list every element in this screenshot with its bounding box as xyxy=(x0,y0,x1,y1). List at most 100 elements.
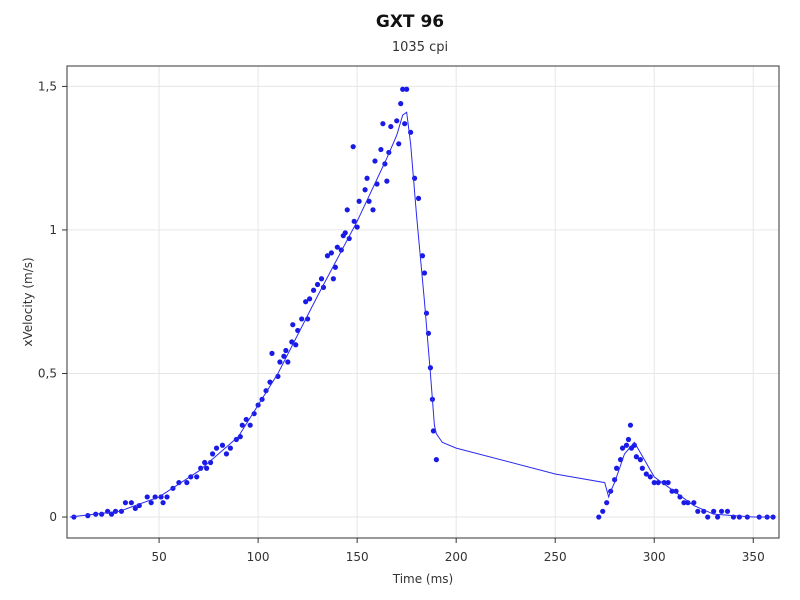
x-tick-label: 250 xyxy=(544,550,567,564)
point xyxy=(310,287,317,293)
point xyxy=(415,195,422,201)
point xyxy=(380,121,386,127)
y-tick-label: 0,5 xyxy=(38,366,57,380)
point xyxy=(176,479,182,486)
point xyxy=(718,508,725,514)
point xyxy=(334,244,340,250)
point xyxy=(705,514,711,520)
point xyxy=(132,505,138,512)
point xyxy=(430,428,436,434)
point xyxy=(647,474,653,480)
point xyxy=(677,494,683,500)
point xyxy=(219,442,226,448)
point xyxy=(350,144,356,150)
point xyxy=(711,508,717,514)
point xyxy=(332,264,338,270)
point xyxy=(324,253,331,259)
point xyxy=(378,146,384,153)
point xyxy=(160,500,166,506)
point xyxy=(404,86,410,92)
point xyxy=(619,445,626,451)
point xyxy=(122,500,129,506)
x-tick-label: 100 xyxy=(247,550,270,564)
point xyxy=(685,500,691,506)
x-tick-label: 350 xyxy=(742,550,765,564)
y-tick-label: 1,5 xyxy=(38,79,57,93)
point xyxy=(202,459,208,466)
point xyxy=(421,270,428,276)
point xyxy=(207,459,214,466)
point xyxy=(691,500,697,506)
point xyxy=(269,350,275,356)
point xyxy=(194,474,200,480)
x-tick-label: 300 xyxy=(643,550,666,564)
point xyxy=(342,230,348,236)
point xyxy=(213,445,220,451)
point xyxy=(299,316,305,322)
point xyxy=(164,494,170,500)
point xyxy=(643,471,649,477)
line xyxy=(69,111,774,518)
x-tick-label: 200 xyxy=(445,550,468,564)
point xyxy=(148,500,154,506)
point xyxy=(184,479,190,486)
point xyxy=(233,436,239,443)
point xyxy=(364,175,370,181)
point xyxy=(661,479,667,486)
point xyxy=(320,284,327,290)
point xyxy=(388,123,394,130)
point xyxy=(639,465,645,471)
x-axis-label: Time (ms) xyxy=(392,572,454,586)
point xyxy=(344,207,350,213)
point xyxy=(665,479,671,486)
point xyxy=(227,445,233,451)
point xyxy=(655,479,661,486)
point xyxy=(158,494,164,500)
point xyxy=(400,86,406,92)
point xyxy=(144,494,150,500)
point xyxy=(423,310,430,316)
y-tick-label: 0 xyxy=(49,510,57,524)
point xyxy=(277,359,283,365)
point xyxy=(724,508,731,514)
point xyxy=(99,511,105,517)
point xyxy=(303,299,309,305)
point xyxy=(613,465,620,471)
chart-subtitle: 1035 cpi xyxy=(392,40,448,55)
point xyxy=(204,465,210,471)
y-axis-label: xVelocity (m/s) xyxy=(21,257,35,346)
point xyxy=(283,347,289,354)
point xyxy=(673,488,679,494)
point xyxy=(770,514,776,520)
point xyxy=(433,457,439,463)
point xyxy=(354,224,360,230)
point xyxy=(370,207,376,213)
point xyxy=(239,422,245,428)
point xyxy=(411,175,418,181)
point xyxy=(85,513,91,519)
point xyxy=(736,514,742,520)
point xyxy=(715,514,721,520)
point xyxy=(351,218,357,224)
point xyxy=(251,411,257,417)
point xyxy=(596,514,602,520)
point xyxy=(637,457,643,463)
point xyxy=(263,388,269,394)
point xyxy=(695,508,701,514)
point xyxy=(625,436,632,443)
point xyxy=(223,451,230,457)
point xyxy=(128,500,134,506)
point xyxy=(600,508,606,514)
point xyxy=(627,422,634,428)
point xyxy=(372,158,378,164)
point xyxy=(362,187,368,193)
point xyxy=(328,250,335,256)
point xyxy=(398,101,404,107)
point xyxy=(396,141,402,147)
point xyxy=(394,118,400,124)
point xyxy=(285,359,291,365)
point xyxy=(243,416,249,423)
point xyxy=(314,281,321,288)
point xyxy=(247,422,253,428)
